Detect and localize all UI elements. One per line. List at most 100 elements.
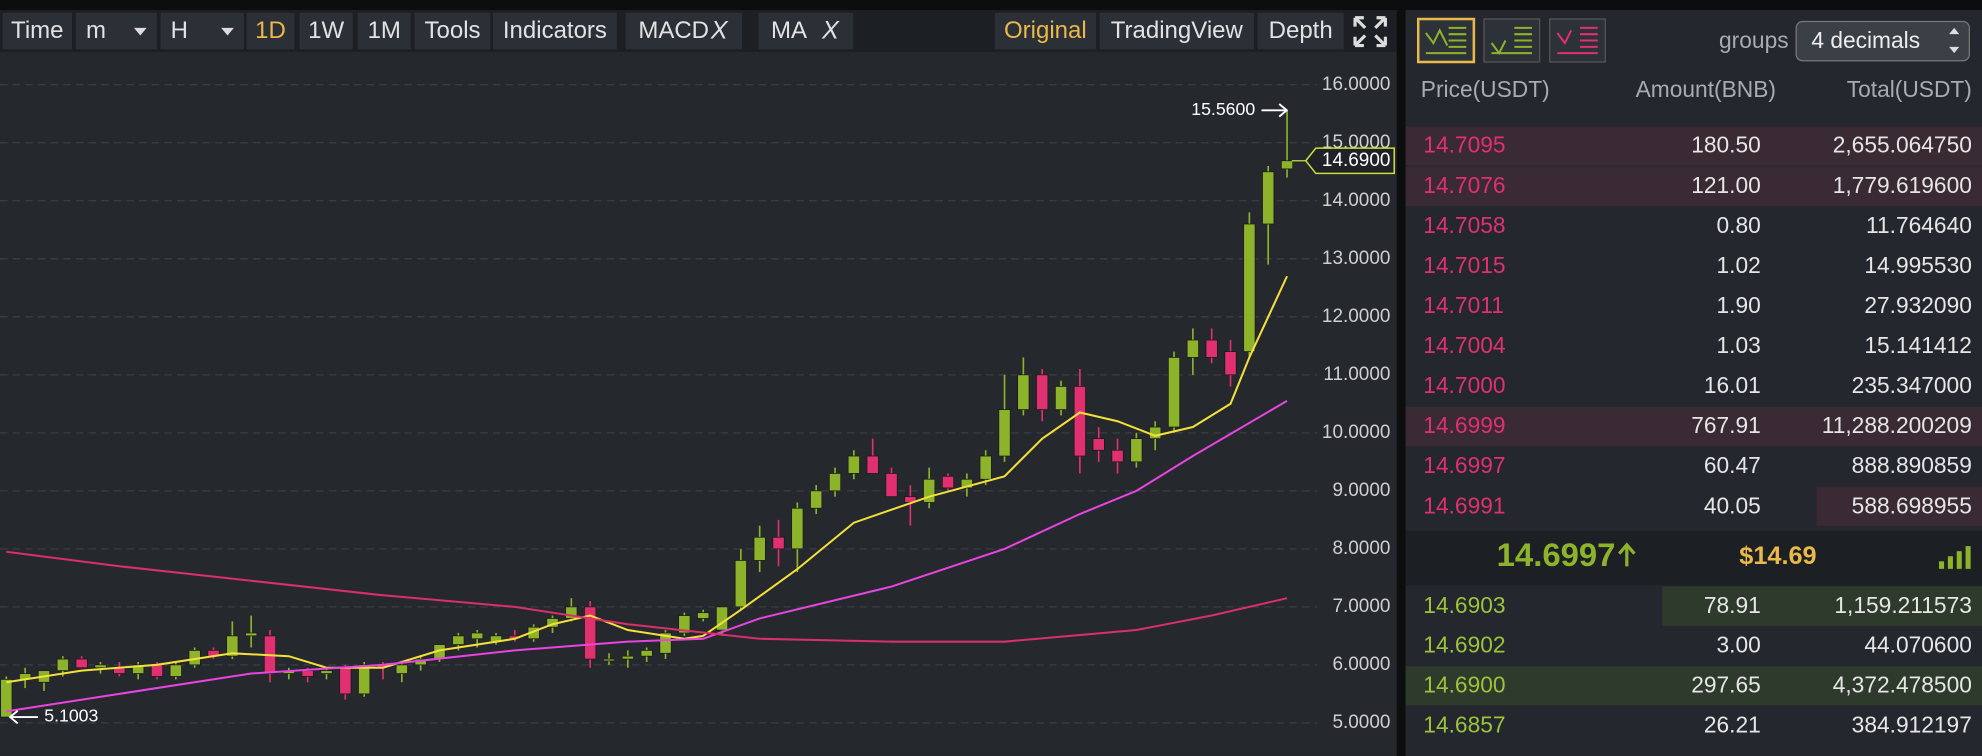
order-cell: 26.21 — [1704, 712, 1761, 738]
order-cell: 1.02 — [1717, 252, 1761, 278]
toolbar-button-label[interactable]: 1D — [255, 17, 286, 44]
order-cell: 767.91 — [1691, 412, 1761, 438]
candle-body — [584, 606, 597, 660]
toolbar-button-label[interactable]: H — [171, 17, 188, 44]
order-cell: 27.932090 — [1864, 292, 1972, 318]
order-price[interactable]: 14.6997 — [1423, 452, 1505, 478]
candle-body — [828, 473, 842, 492]
indicator-chip[interactable] — [625, 12, 742, 50]
view-bids-button[interactable] — [1483, 18, 1541, 63]
toolbar-button-label[interactable]: Tools — [425, 17, 481, 44]
view-tab[interactable] — [1099, 12, 1254, 50]
order-cell: 78.91 — [1704, 592, 1761, 618]
y-tick-label: 8.0000 — [1332, 538, 1390, 559]
order-price[interactable]: 14.6991 — [1423, 492, 1505, 518]
view-both-button[interactable] — [1416, 17, 1476, 64]
order-cell: 11.764640 — [1866, 212, 1972, 238]
toolbar-button[interactable] — [299, 12, 353, 50]
candle-body — [923, 478, 936, 503]
order-price[interactable]: 14.6903 — [1423, 592, 1505, 618]
order-price[interactable]: 14.7011 — [1423, 292, 1504, 318]
candle-body — [1111, 449, 1124, 463]
candle-body — [772, 536, 785, 550]
candle-body — [998, 409, 1011, 457]
moving-average-line — [6, 275, 1288, 684]
candle-body — [734, 560, 747, 608]
column-header: Total(USDT) — [1847, 76, 1972, 102]
y-tick-label: 5.0000 — [1332, 712, 1390, 733]
order-cell: 3.00 — [1717, 632, 1761, 658]
candle-body — [1205, 339, 1218, 358]
order-cell: 40.05 — [1704, 492, 1761, 518]
view-asks-button[interactable] — [1549, 18, 1606, 63]
last-price-label: 14.6900 — [1322, 150, 1391, 171]
order-price[interactable]: 14.6857 — [1423, 712, 1505, 738]
candle-body — [94, 664, 107, 669]
view-tab-label[interactable]: TradingView — [1111, 17, 1244, 44]
toolbar-button[interactable] — [357, 12, 411, 50]
view-tab[interactable] — [1257, 12, 1344, 50]
last-price-box — [1304, 147, 1395, 175]
candle-body — [621, 655, 634, 660]
high-arrow-head — [1278, 103, 1289, 118]
order-cell: 2,655.064750 — [1833, 132, 1972, 158]
candle-body — [678, 615, 691, 634]
order-cell: 180.50 — [1691, 132, 1761, 158]
toolbar-button-label[interactable]: 1M — [368, 17, 401, 44]
candle-body — [602, 658, 616, 662]
candle-body — [1280, 160, 1294, 170]
order-price[interactable]: 14.7095 — [1423, 132, 1505, 158]
order-cell: 121.00 — [1691, 172, 1761, 198]
candle-body — [339, 667, 352, 695]
indicator-remove[interactable]: X — [710, 16, 729, 44]
toolbar-button-label[interactable]: Time — [11, 17, 63, 44]
toolbar-button-label[interactable]: 1W — [308, 17, 344, 44]
order-cell: 1.03 — [1717, 332, 1761, 358]
order-cell: 4,372.478500 — [1833, 672, 1972, 698]
toolbar-button[interactable] — [414, 12, 491, 50]
candle-body — [1130, 438, 1143, 463]
toolbar-button-label[interactable]: m — [86, 17, 106, 44]
groups-dropdown[interactable] — [1795, 20, 1970, 62]
order-cell: 888.890859 — [1852, 452, 1972, 478]
order-cell: 16.01 — [1704, 372, 1761, 398]
order-price[interactable]: 14.6900 — [1423, 672, 1505, 698]
toolbar-button[interactable] — [492, 12, 617, 50]
order-price[interactable]: 14.6902 — [1423, 632, 1505, 658]
order-price[interactable]: 14.7015 — [1423, 252, 1505, 278]
moving-average-line — [6, 400, 1288, 713]
toolbar-button-label[interactable]: Indicators — [503, 17, 607, 44]
order-cell: 60.47 — [1704, 452, 1761, 478]
order-price[interactable]: 14.7076 — [1423, 172, 1505, 198]
candle-body — [885, 473, 898, 498]
order-cell: 44.070600 — [1864, 632, 1972, 658]
fullscreen-button[interactable] — [1353, 16, 1387, 48]
indicator-remove[interactable]: X — [821, 16, 840, 44]
order-price[interactable]: 14.7004 — [1423, 332, 1505, 358]
order-cell: 297.65 — [1691, 672, 1761, 698]
candle-body — [1167, 357, 1181, 428]
order-cell: 1.90 — [1717, 292, 1761, 318]
top-strip — [0, 0, 1982, 11]
view-tab[interactable] — [994, 12, 1096, 50]
y-tick-label: 7.0000 — [1332, 596, 1390, 617]
order-price[interactable]: 14.7058 — [1423, 212, 1505, 238]
indicator-chip[interactable] — [758, 12, 854, 50]
groups-value[interactable]: 4 decimals — [1811, 27, 1920, 53]
toolbar-button[interactable] — [246, 12, 295, 50]
y-tick-label: 13.0000 — [1322, 248, 1391, 269]
indicator-label[interactable]: MACD — [638, 17, 709, 44]
signal-icon — [1939, 546, 1971, 569]
candle-body — [471, 632, 484, 640]
y-tick-label: 9.0000 — [1332, 480, 1390, 501]
order-price[interactable]: 14.7000 — [1423, 372, 1505, 398]
view-tab-label[interactable]: Depth — [1269, 17, 1333, 44]
last-price-usd: $14.69 — [1739, 542, 1816, 570]
groups-label: groups — [1719, 27, 1789, 53]
low-label: 5.1003 — [44, 706, 98, 726]
view-tab-label[interactable]: Original — [1004, 17, 1087, 44]
toolbar-button[interactable] — [2, 12, 73, 50]
indicator-label[interactable]: MA — [771, 17, 807, 44]
order-price[interactable]: 14.6999 — [1423, 412, 1505, 438]
